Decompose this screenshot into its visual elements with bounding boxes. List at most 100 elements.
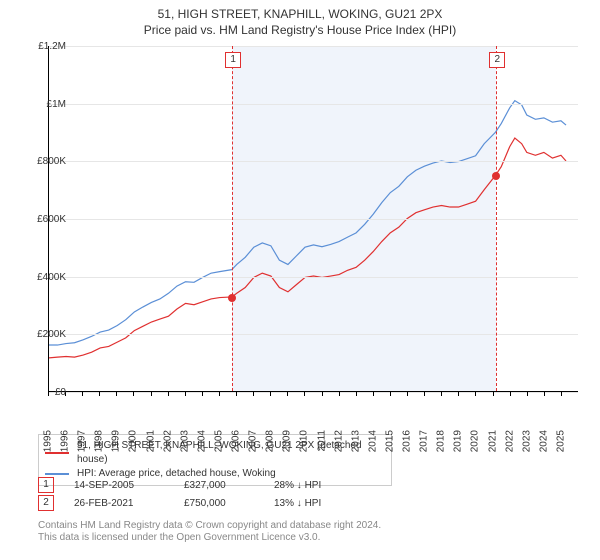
marker-dot [228, 294, 236, 302]
title-block: 51, HIGH STREET, KNAPHILL, WOKING, GU21 … [0, 0, 600, 38]
annotation-row: 1 14-SEP-2005£327,00028% ↓ HPI [38, 476, 364, 494]
x-tick [168, 392, 169, 396]
x-tick [219, 392, 220, 396]
y-axis-label: £1M [24, 99, 66, 110]
x-axis-label: 2004 [196, 430, 207, 452]
x-tick [475, 392, 476, 396]
x-axis-label: 2025 [555, 430, 566, 452]
x-tick [322, 392, 323, 396]
x-axis-label: 2009 [282, 430, 293, 452]
x-axis-label: 2021 [487, 430, 498, 452]
x-axis-label: 2023 [521, 430, 532, 452]
footer-block: Contains HM Land Registry data © Crown c… [38, 520, 381, 544]
x-tick [458, 392, 459, 396]
series-line-price_paid [49, 138, 566, 358]
x-tick [390, 392, 391, 396]
annotation-price: £750,000 [184, 498, 274, 509]
page-root: 51, HIGH STREET, KNAPHILL, WOKING, GU21 … [0, 0, 600, 560]
y-axis-label: £600K [24, 214, 66, 225]
x-tick [561, 392, 562, 396]
title-line-2: Price paid vs. HM Land Registry's House … [0, 22, 600, 38]
annotation-delta: 13% ↓ HPI [274, 498, 364, 509]
x-axis-label: 2011 [316, 430, 327, 452]
x-axis-label: 2020 [470, 430, 481, 452]
x-tick [236, 392, 237, 396]
x-tick [133, 392, 134, 396]
x-axis-label: 1997 [77, 430, 88, 452]
x-tick [544, 392, 545, 396]
x-tick [116, 392, 117, 396]
grid-line-h [49, 161, 578, 162]
annotation-badge: 1 [38, 477, 54, 493]
x-axis-label: 2005 [213, 430, 224, 452]
x-axis-label: 2008 [265, 430, 276, 452]
marker-dot [492, 172, 500, 180]
x-tick [441, 392, 442, 396]
x-axis-label: 2002 [162, 430, 173, 452]
footer-line-2: This data is licensed under the Open Gov… [38, 532, 381, 544]
marker-badge: 2 [489, 52, 505, 68]
legend-swatch [45, 473, 69, 475]
x-axis-label: 1998 [94, 430, 105, 452]
x-axis-label: 2013 [350, 430, 361, 452]
x-tick [185, 392, 186, 396]
x-tick [82, 392, 83, 396]
x-axis-label: 2017 [419, 430, 430, 452]
annotation-badge: 2 [38, 495, 54, 511]
x-axis-label: 2007 [248, 430, 259, 452]
annotation-date: 14-SEP-2005 [74, 480, 184, 491]
x-axis-label: 2000 [128, 430, 139, 452]
y-axis-label: £800K [24, 156, 66, 167]
chart-area: 12 [48, 46, 578, 392]
x-axis-label: 2019 [453, 430, 464, 452]
grid-line-h [49, 277, 578, 278]
x-tick [407, 392, 408, 396]
grid-line-h [49, 46, 578, 47]
title-line-1: 51, HIGH STREET, KNAPHILL, WOKING, GU21 … [0, 6, 600, 22]
marker-line [232, 46, 233, 391]
x-axis-label: 2018 [436, 430, 447, 452]
y-axis-label: £200K [24, 329, 66, 340]
annotation-row: 2 26-FEB-2021£750,00013% ↓ HPI [38, 494, 364, 512]
x-tick [527, 392, 528, 396]
x-axis-label: 2016 [402, 430, 413, 452]
x-axis-label: 2006 [231, 430, 242, 452]
x-axis-label: 1999 [111, 430, 122, 452]
x-axis-label: 1995 [43, 430, 54, 452]
x-tick [202, 392, 203, 396]
marker-badge: 1 [225, 52, 241, 68]
x-tick [151, 392, 152, 396]
x-tick-row [48, 392, 578, 396]
marker-line [496, 46, 497, 391]
x-tick [510, 392, 511, 396]
x-tick [253, 392, 254, 396]
x-tick [493, 392, 494, 396]
y-axis-label: £1.2M [24, 41, 66, 52]
x-axis-label: 2012 [333, 430, 344, 452]
annotation-delta: 28% ↓ HPI [274, 480, 364, 491]
grid-line-h [49, 219, 578, 220]
x-axis-label: 2010 [299, 430, 310, 452]
x-axis-label: 2024 [538, 430, 549, 452]
footer-line-1: Contains HM Land Registry data © Crown c… [38, 520, 381, 532]
grid-line-h [49, 104, 578, 105]
x-tick [373, 392, 374, 396]
annotation-table: 1 14-SEP-2005£327,00028% ↓ HPI 2 26-FEB-202… [38, 476, 364, 512]
x-tick [339, 392, 340, 396]
annotation-price: £327,000 [184, 480, 274, 491]
x-axis-label: 2003 [179, 430, 190, 452]
legend-swatch [45, 452, 69, 454]
x-axis-label: 2022 [504, 430, 515, 452]
x-axis-label: 2014 [367, 430, 378, 452]
x-tick [424, 392, 425, 396]
series-line-hpi [49, 101, 566, 345]
x-tick [304, 392, 305, 396]
x-axis-label: 1996 [60, 430, 71, 452]
x-axis-label: 2015 [384, 430, 395, 452]
x-tick [99, 392, 100, 396]
x-tick [270, 392, 271, 396]
y-axis-label: £400K [24, 272, 66, 283]
annotation-date: 26-FEB-2021 [74, 498, 184, 509]
x-tick [356, 392, 357, 396]
y-axis-label: £0 [24, 387, 66, 398]
